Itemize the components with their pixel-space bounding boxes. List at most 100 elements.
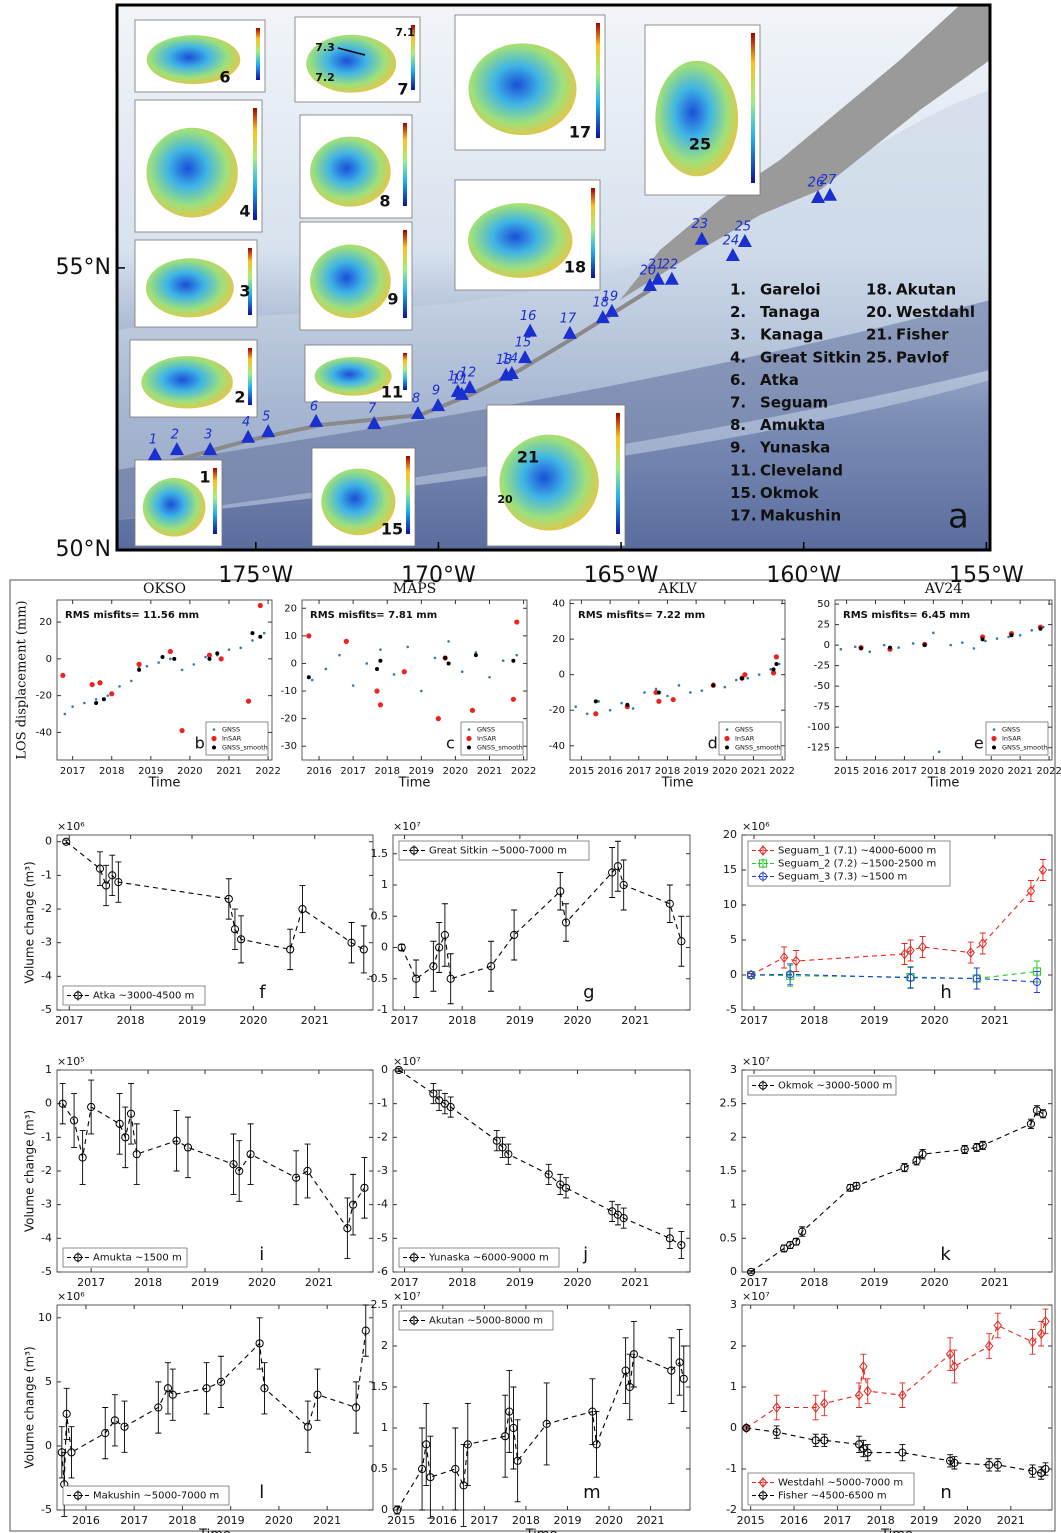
y-tick-label: 3 [730,1298,737,1311]
volcano-number: 9 [432,384,440,399]
data-point [344,639,349,644]
y-tick-label: 0.5 [371,1462,389,1475]
y-tick-label: 1 [45,1063,52,1076]
y-tick-label: -1 [377,1003,388,1016]
volcano-list-number: 11. [730,461,757,479]
volcano-list-number: 18. [866,281,893,299]
data-point [888,646,892,650]
x-tick-label: 2017 [55,1014,83,1027]
panel-label: a [948,497,969,537]
data-point [246,699,251,704]
x-tick-label: 2021 [981,1014,1009,1027]
volcano-number: 4 [242,415,250,430]
data-point [938,750,941,753]
inset-image [146,128,237,218]
data-point [735,679,738,682]
x-tick-label: 175°W [218,563,293,588]
inset-colorbar [403,353,407,390]
volcano-list-name: Kanaga [760,326,823,344]
legend-marker [468,728,471,731]
legend-label: Seguam_1 (7.1) ~4000-6000 m [778,846,936,857]
data-point [263,632,266,635]
x-tick-label: 2015 [387,1514,415,1527]
data-point [740,676,744,680]
y-tick-label: -25 [814,661,830,672]
inset-label: 1 [199,468,210,487]
x-tick-label: 2022 [511,766,536,777]
panel-label: e [974,734,984,753]
x-axis-label: Time [927,776,960,791]
data-point [375,667,379,671]
y-tick-label: 20 [552,634,565,645]
data-point [204,656,207,659]
volcano-list-number: 17. [730,507,757,525]
data-point [352,684,355,687]
y-tick-label: 2 [730,1130,737,1143]
volcano-number: 7 [368,402,377,417]
x-axis-label: Time [661,776,694,791]
data-point [932,632,935,635]
y-tick-label: 1 [730,1380,737,1393]
legend-label: Amukta ~1500 m [93,1253,182,1264]
volcano-list-number: 25. [866,348,893,366]
y-tick-label: 55°N [56,255,111,280]
y-tick-label: 0 [730,1265,737,1278]
x-tick-label: 2021 [305,1276,333,1289]
x-tick-label: 2017 [740,1276,768,1289]
x-tick-label: 2021 [621,1276,649,1289]
y-tick-label: 2.5 [720,1097,738,1110]
data-point [774,662,778,666]
x-tick-label: 2020 [248,1276,276,1289]
x-tick-label: 2018 [117,1014,145,1027]
legend-marker [724,736,729,741]
data-point [311,679,314,682]
y-tick-label: -5 [726,1003,737,1016]
data-point [307,675,311,679]
x-axis-label: Time [148,776,181,791]
inset-label: 18 [564,258,586,277]
y-tick-label: 10 [723,898,737,911]
inset-colorbar [596,23,600,138]
data-point [90,682,95,687]
panel-title: MAPS [393,581,436,597]
x-tick-label: 2018 [448,1276,476,1289]
y-tick-label: 0 [291,658,297,669]
data-point [64,713,67,716]
figure: 677.17.27.317254818392111152120175°W170°… [0,0,1061,1533]
y-tick-label: -3 [41,1198,52,1211]
y-tick-label: 0 [45,1097,52,1110]
x-tick-label: 2019 [191,1276,219,1289]
legend-label: Akutan ~5000-8000 m [429,1316,543,1327]
panel-label: n [940,1482,951,1503]
volcano-list-name: Pavlof [896,348,949,366]
inset-label: 20 [497,493,513,506]
data-point [655,688,658,691]
volcano-number: 5 [262,410,270,425]
panel-label: i [259,1244,264,1265]
data-point [325,668,328,671]
data-point [447,640,450,643]
panel-label: k [940,1244,951,1265]
data-point [868,650,871,653]
legend-marker [211,736,216,741]
y-tick-label: -50 [814,681,830,692]
x-tick-label: 2017 [626,766,651,777]
y-tick-label: 3 [730,1063,737,1076]
volcano-list-number: 21. [866,326,893,344]
data-point [984,640,987,643]
data-point [443,656,447,660]
y-tick-label: -3 [377,1164,388,1177]
x-tick-label: 2022 [769,766,794,777]
data-point [402,669,407,674]
y-tick-label: 2 [381,1339,388,1352]
inset-image [141,356,232,408]
legend-label: Fisher ~4500-6500 m [778,1491,887,1502]
x-tick-label: 2017 [60,766,85,777]
inset-colorbar [248,348,252,405]
x-tick-label: 2017 [823,1514,851,1527]
legend-marker [992,746,996,750]
data-point [839,648,842,651]
data-point [258,603,263,608]
data-point [502,659,505,662]
x-tick-label: 2020 [443,766,468,777]
